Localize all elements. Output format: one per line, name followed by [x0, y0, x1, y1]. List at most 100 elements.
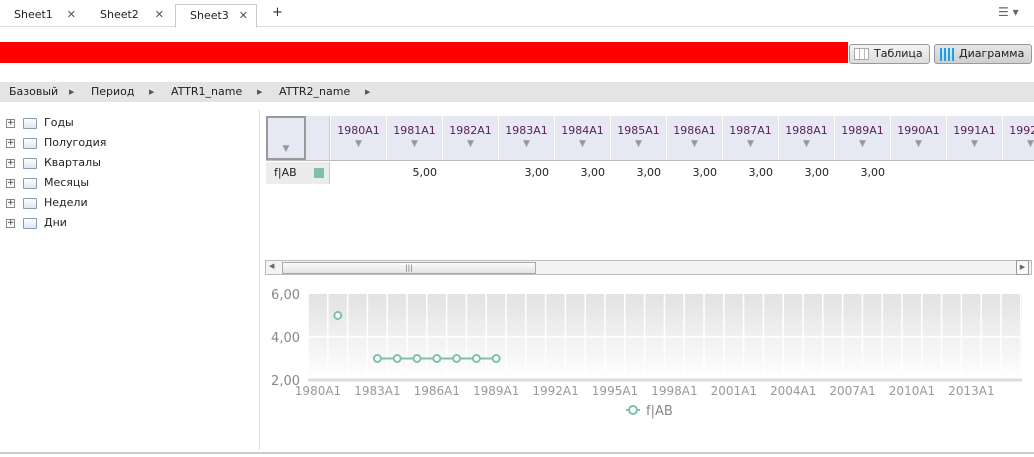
value-cell[interactable]: 3,00: [804, 166, 830, 179]
chart-view-button[interactable]: Диаграмма: [934, 44, 1032, 64]
y-tick-label: 2,00: [271, 374, 300, 389]
expand-icon[interactable]: +: [6, 217, 15, 228]
data-point: [392, 354, 402, 363]
tab-label: Sheet2: [100, 8, 139, 21]
value-cell[interactable]: [1003, 162, 1034, 184]
data-point: [491, 354, 501, 363]
column-header[interactable]: 1986A1 ▼: [667, 116, 723, 160]
column-header[interactable]: 1983A1 ▼: [499, 116, 555, 160]
expand-icon[interactable]: +: [6, 197, 15, 208]
tree-node-label: Недели: [44, 196, 88, 209]
close-icon[interactable]: ✕: [238, 9, 248, 22]
breadcrumb-item[interactable]: ATTR2_name: [279, 85, 351, 98]
tab-sheet2[interactable]: Sheet2 ✕: [86, 4, 172, 27]
filter-icon[interactable]: ▼: [411, 139, 418, 149]
data-point: [452, 354, 462, 363]
column-header[interactable]: 1992A1 ▼: [1003, 116, 1034, 160]
sheet-menu-icon[interactable]: ☰ ▾: [998, 5, 1019, 19]
expand-icon[interactable]: +: [6, 177, 15, 188]
tree-node[interactable]: + Полугодия: [6, 133, 106, 153]
tree-node[interactable]: + Кварталы: [6, 153, 101, 173]
add-tab-button[interactable]: +: [272, 5, 283, 20]
legend-label: f|AB: [646, 404, 673, 419]
series-swatch: [314, 168, 324, 178]
data-point: [432, 354, 442, 363]
corner-cell[interactable]: ▼: [266, 116, 306, 160]
breadcrumb-item[interactable]: ATTR1_name: [171, 85, 243, 98]
column-header[interactable]: 1985A1 ▼: [611, 116, 667, 160]
x-tick-label: 2010A1: [889, 384, 935, 398]
filter-icon[interactable]: ▼: [971, 139, 978, 149]
x-tick-label: 2013A1: [948, 384, 994, 398]
tab-sheet3[interactable]: Sheet3 ✕: [175, 4, 257, 28]
chevron-right-icon[interactable]: ▶: [365, 88, 371, 96]
value-cell[interactable]: 3,00: [524, 166, 550, 179]
filter-icon[interactable]: ▼: [282, 144, 290, 154]
filter-icon[interactable]: ▼: [747, 139, 754, 149]
x-tick-label: 1995A1: [592, 384, 638, 398]
chevron-right-icon[interactable]: ▶: [69, 88, 75, 96]
value-cell[interactable]: [331, 162, 387, 184]
column-label: 1990A1: [897, 124, 940, 137]
filter-icon[interactable]: ▼: [859, 139, 866, 149]
filter-icon[interactable]: ▼: [1027, 139, 1034, 149]
column-header[interactable]: 1980A1 ▼: [331, 116, 387, 160]
column-header[interactable]: 1990A1 ▼: [891, 116, 947, 160]
header-divider: [266, 160, 1034, 161]
column-header[interactable]: 1982A1 ▼: [443, 116, 499, 160]
tree-node[interactable]: + Недели: [6, 193, 88, 213]
tree-node[interactable]: + Месяцы: [6, 173, 89, 193]
value-cell[interactable]: 3,00: [860, 166, 886, 179]
expand-icon[interactable]: +: [6, 137, 15, 148]
tab-sheet1[interactable]: Sheet1 ✕: [0, 4, 84, 27]
breadcrumb-item[interactable]: Период: [91, 85, 135, 98]
close-icon[interactable]: ✕: [154, 8, 164, 21]
horizontal-scrollbar[interactable]: ◀ ||| ▶: [265, 260, 1032, 275]
value-cell[interactable]: [443, 162, 499, 184]
column-label: 1980A1: [337, 124, 380, 137]
tree-node[interactable]: + Дни: [6, 213, 67, 233]
filter-icon[interactable]: ▼: [523, 139, 530, 149]
value-cell[interactable]: 3,00: [692, 166, 718, 179]
close-icon[interactable]: ✕: [66, 8, 76, 21]
expand-icon[interactable]: +: [6, 157, 15, 168]
filter-icon[interactable]: ▼: [915, 139, 922, 149]
column-header[interactable]: 1987A1 ▼: [723, 116, 779, 160]
chevron-right-icon[interactable]: ▶: [149, 88, 155, 96]
column-header[interactable]: 1988A1 ▼: [779, 116, 835, 160]
value-cell[interactable]: 3,00: [748, 166, 774, 179]
breadcrumb-item[interactable]: Базовый: [9, 85, 59, 98]
value-cell[interactable]: [947, 162, 1003, 184]
column-header[interactable]: 1984A1 ▼: [555, 116, 611, 160]
column-label: 1992A1: [1009, 124, 1034, 137]
filter-icon[interactable]: ▼: [579, 139, 586, 149]
tree-node[interactable]: + Годы: [6, 113, 74, 133]
scroll-left-icon[interactable]: ◀: [269, 262, 275, 270]
value-cell[interactable]: [891, 162, 947, 184]
value-cell[interactable]: 3,00: [580, 166, 606, 179]
column-header[interactable]: 1981A1 ▼: [387, 116, 443, 160]
x-tick-label: 2004A1: [770, 384, 816, 398]
row-header: f|AB: [266, 162, 306, 184]
scroll-thumb[interactable]: |||: [282, 262, 536, 274]
column-header[interactable]: 1991A1 ▼: [947, 116, 1003, 160]
filter-icon[interactable]: ▼: [803, 139, 810, 149]
x-tick-label: 1986A1: [414, 384, 460, 398]
table-view-button[interactable]: Таблица: [849, 44, 930, 64]
value-cell[interactable]: 5,00: [412, 166, 438, 179]
column-header[interactable]: 1989A1 ▼: [835, 116, 891, 160]
column-label: 1981A1: [393, 124, 436, 137]
tree-node-label: Кварталы: [44, 156, 101, 169]
bottom-border: [0, 452, 1034, 454]
filter-icon[interactable]: ▼: [635, 139, 642, 149]
expand-icon[interactable]: +: [6, 117, 15, 128]
bar-chart-icon: [940, 48, 955, 61]
value-cell[interactable]: 3,00: [636, 166, 662, 179]
filter-icon[interactable]: ▼: [355, 139, 362, 149]
red-banner: [0, 42, 848, 63]
scroll-right-icon[interactable]: ▶: [1016, 260, 1029, 275]
chevron-right-icon[interactable]: ▶: [257, 88, 263, 96]
column-label: 1988A1: [785, 124, 828, 137]
filter-icon[interactable]: ▼: [691, 139, 698, 149]
filter-icon[interactable]: ▼: [467, 139, 474, 149]
